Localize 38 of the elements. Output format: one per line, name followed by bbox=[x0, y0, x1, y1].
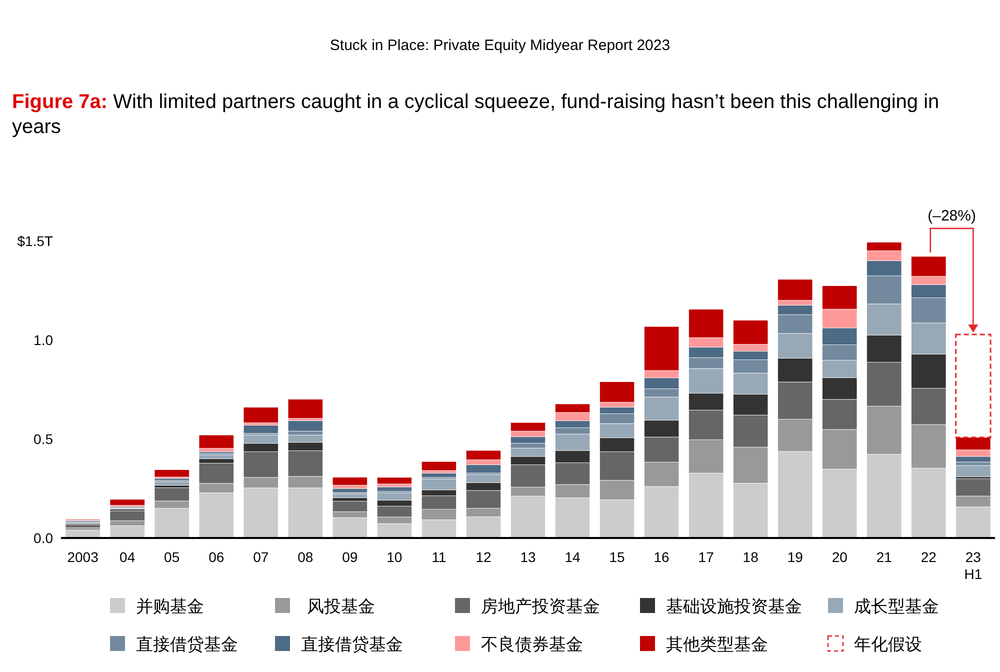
legend-label: 房地产投资基金 bbox=[481, 596, 600, 616]
x-tick-label: 04 bbox=[120, 549, 136, 565]
y-tick-label: $1.5T bbox=[17, 232, 54, 249]
chart-title: Stuck in Place: Private Equity Midyear Report 2023 bbox=[330, 37, 670, 54]
x-tick-label: 06 bbox=[208, 549, 224, 565]
x-tick-label: 19 bbox=[787, 549, 804, 565]
x-tick-label: 11 bbox=[432, 549, 446, 565]
legend-label: 风投基金 bbox=[307, 596, 375, 616]
x-tick-label: 21 bbox=[876, 549, 892, 565]
legend-label: 成长型基金 bbox=[854, 596, 939, 616]
legend-label: 直接借贷基金 bbox=[136, 634, 238, 654]
legend-label: 直接借贷基金 bbox=[301, 634, 403, 654]
x-tick-label: 08 bbox=[298, 549, 314, 565]
x-tick-label: 07 bbox=[253, 549, 269, 565]
legend-label: 其他类型基金 bbox=[666, 634, 768, 654]
x-tick-label: 22 bbox=[920, 549, 937, 565]
x-tick-label: 20 bbox=[832, 549, 848, 565]
legend-label: 并购基金 bbox=[136, 596, 204, 616]
x-tick-label: 14 bbox=[564, 549, 581, 565]
x-tick-label: 18 bbox=[742, 549, 759, 565]
legend-label: 年化假设 bbox=[854, 634, 922, 654]
y-tick-label: 0.0 bbox=[34, 530, 54, 546]
x-tick-label: 12 bbox=[476, 549, 492, 565]
y-tick-label: 0.5 bbox=[34, 430, 54, 447]
legend-label: 基础设施投资基金 bbox=[666, 596, 802, 616]
x-tick-label: 13 bbox=[520, 549, 536, 565]
legend-label: 不良债券基金 bbox=[481, 634, 583, 654]
x-tick-label: 23 H1 bbox=[964, 549, 982, 582]
x-tick-label: 15 bbox=[609, 549, 626, 565]
x-tick-label: 2003 bbox=[67, 549, 99, 565]
x-tick-label: 05 bbox=[164, 549, 180, 565]
x-tick-label: 16 bbox=[654, 549, 670, 565]
text: Figure 7a: With limited partners caught in a cyclical squeeze, fund-raising hasn’t been this challenging in years bbox=[12, 91, 940, 138]
text: (–28%) bbox=[928, 207, 976, 224]
x-tick-label: 17 bbox=[698, 549, 714, 565]
x-tick-label: 10 bbox=[386, 549, 402, 565]
x-tick-label: 09 bbox=[342, 549, 358, 565]
y-tick-label: 1.0 bbox=[34, 332, 54, 348]
